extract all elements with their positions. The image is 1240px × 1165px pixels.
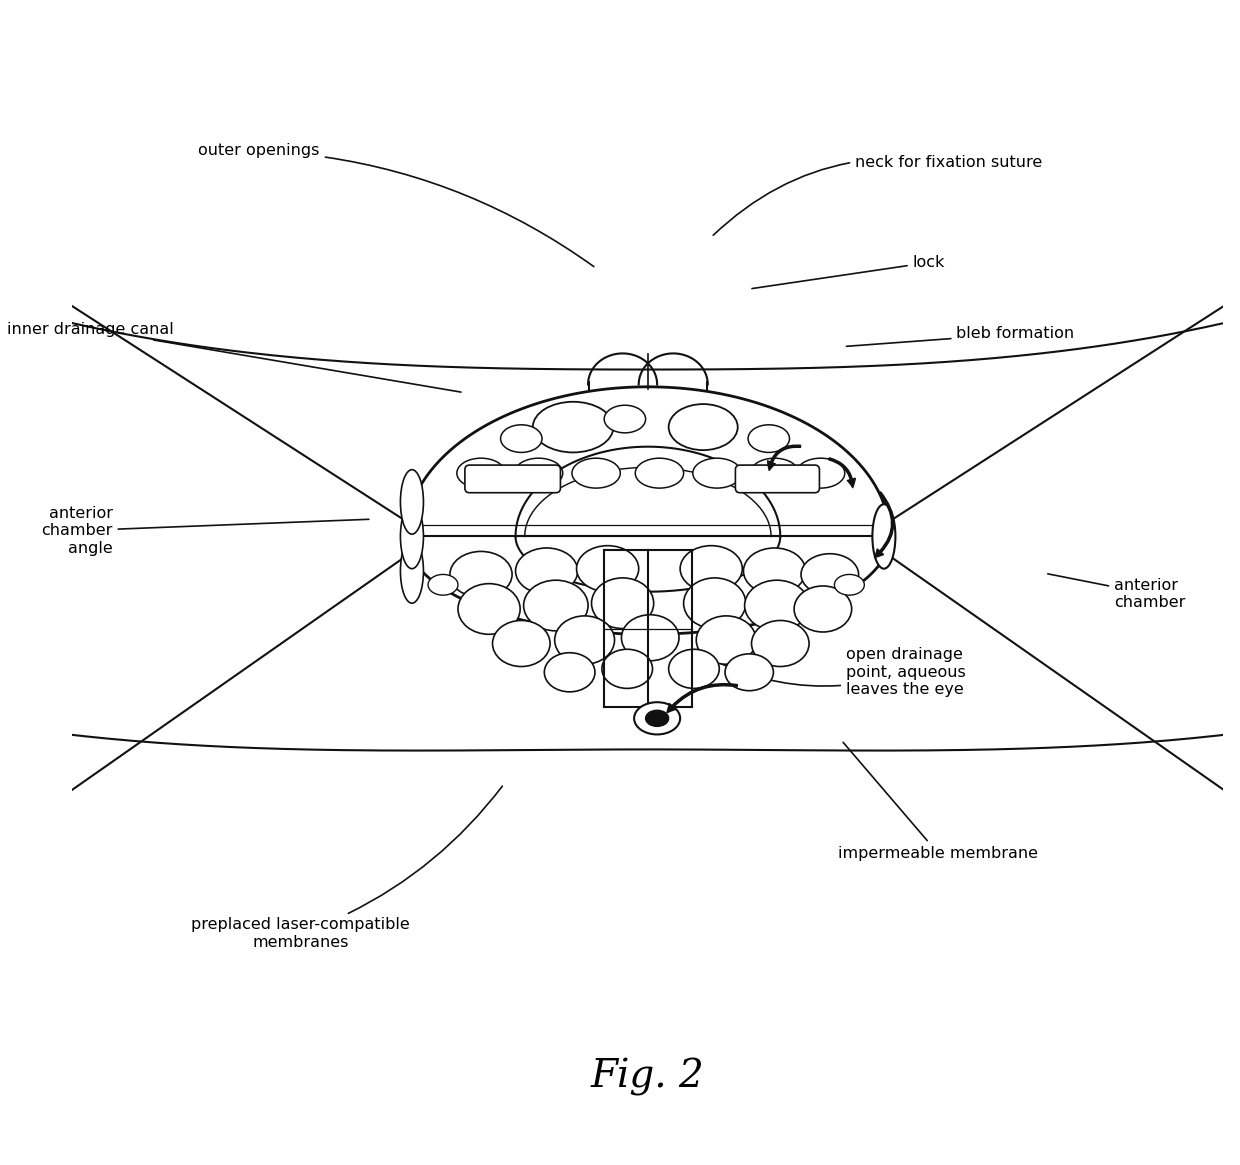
Text: lock: lock (751, 255, 945, 289)
Ellipse shape (668, 404, 738, 450)
Ellipse shape (693, 458, 742, 488)
Ellipse shape (744, 580, 808, 630)
FancyBboxPatch shape (465, 465, 560, 493)
Ellipse shape (501, 425, 542, 452)
FancyArrowPatch shape (874, 492, 894, 558)
Text: bleb formation: bleb formation (847, 326, 1075, 346)
Ellipse shape (681, 545, 743, 592)
Ellipse shape (634, 702, 681, 734)
Text: impermeable membrane: impermeable membrane (838, 742, 1038, 861)
Ellipse shape (544, 652, 595, 692)
Text: open drainage
point, aqueous
leaves the eye: open drainage point, aqueous leaves the … (717, 648, 966, 697)
Ellipse shape (697, 616, 756, 664)
Ellipse shape (835, 574, 864, 595)
Ellipse shape (801, 553, 858, 595)
Ellipse shape (725, 654, 774, 691)
Text: Fig. 2: Fig. 2 (591, 1059, 704, 1096)
Ellipse shape (516, 548, 578, 594)
Ellipse shape (456, 458, 505, 488)
Text: preplaced laser-compatible
membranes: preplaced laser-compatible membranes (191, 786, 502, 949)
Ellipse shape (744, 548, 806, 594)
FancyBboxPatch shape (735, 465, 820, 493)
Ellipse shape (450, 551, 512, 598)
Text: anterior
chamber
angle: anterior chamber angle (41, 506, 368, 556)
Text: inner drainage canal: inner drainage canal (7, 322, 461, 393)
Ellipse shape (523, 580, 588, 630)
FancyArrowPatch shape (768, 445, 801, 471)
FancyArrowPatch shape (667, 684, 738, 713)
Text: neck for fixation suture: neck for fixation suture (713, 155, 1043, 235)
Ellipse shape (683, 578, 745, 629)
Ellipse shape (604, 405, 646, 433)
Ellipse shape (646, 711, 668, 727)
Ellipse shape (794, 586, 852, 631)
Ellipse shape (750, 458, 799, 488)
Ellipse shape (577, 545, 639, 592)
Ellipse shape (635, 458, 683, 488)
Ellipse shape (554, 616, 615, 664)
Ellipse shape (533, 402, 614, 452)
Ellipse shape (748, 425, 790, 452)
Ellipse shape (591, 578, 653, 629)
Ellipse shape (601, 649, 652, 689)
Ellipse shape (401, 469, 423, 535)
Ellipse shape (873, 504, 895, 569)
Ellipse shape (515, 458, 563, 488)
Ellipse shape (401, 538, 423, 603)
Text: anterior
chamber: anterior chamber (1048, 574, 1185, 610)
Ellipse shape (428, 574, 458, 595)
Ellipse shape (796, 458, 844, 488)
Ellipse shape (621, 615, 680, 661)
FancyArrowPatch shape (828, 458, 856, 488)
Ellipse shape (572, 458, 620, 488)
Text: outer openings: outer openings (198, 143, 594, 267)
Ellipse shape (492, 621, 551, 666)
Ellipse shape (751, 621, 808, 666)
Ellipse shape (458, 584, 520, 634)
Ellipse shape (401, 504, 423, 569)
Ellipse shape (668, 649, 719, 689)
